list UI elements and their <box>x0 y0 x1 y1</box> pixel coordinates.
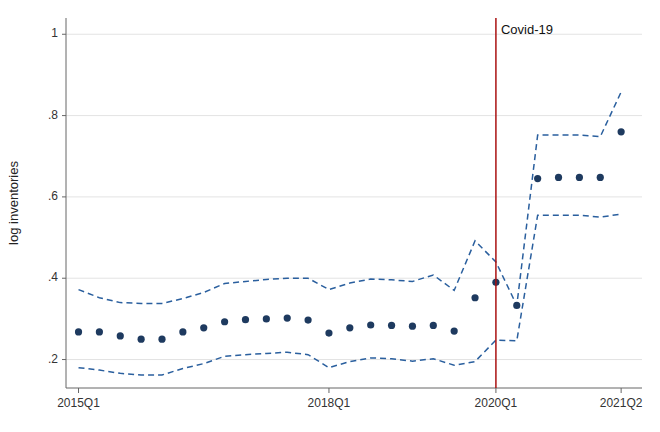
y-axis-line <box>66 18 67 388</box>
y-tick-label: .4 <box>48 270 58 284</box>
y-tick <box>62 196 66 197</box>
x-tick-label: 2020Q1 <box>475 396 518 410</box>
scatter-point <box>138 336 145 343</box>
grid-line <box>66 34 642 35</box>
scatter-point <box>221 318 228 325</box>
scatter-point <box>263 315 270 322</box>
scatter-point <box>200 324 207 331</box>
grid-line <box>66 359 642 360</box>
scatter-point <box>242 316 249 323</box>
y-tick-label: .8 <box>48 108 58 122</box>
x-axis-line <box>66 388 642 389</box>
scatter-point <box>388 322 395 329</box>
y-grid <box>66 34 642 359</box>
scatter-point <box>513 302 520 309</box>
scatter-point <box>75 328 82 335</box>
y-tick <box>62 278 66 279</box>
scatter-point <box>576 174 583 181</box>
scatter-point <box>597 174 604 181</box>
x-tick-label: 2015Q1 <box>57 396 100 410</box>
scatter-point <box>618 128 625 135</box>
scatter-point <box>117 332 124 339</box>
x-tick <box>78 388 79 393</box>
y-tick-label: .2 <box>48 352 58 366</box>
series-line <box>79 92 622 305</box>
y-tick-label: 1 <box>51 26 58 40</box>
axes: .2 .4 .6 .8 1 2015Q1 2018Q1 2020Q1 2021Q2 <box>48 18 643 410</box>
scatter-point <box>179 328 186 335</box>
scatter-point <box>158 336 165 343</box>
scatter-point <box>325 330 332 337</box>
grid-line <box>66 196 642 197</box>
scatter-point <box>346 324 353 331</box>
annotation-line <box>495 18 497 388</box>
annotation-label: Covid-19 <box>501 22 553 37</box>
x-tick <box>621 388 622 393</box>
plot-data <box>75 92 625 375</box>
x-tick <box>328 388 329 393</box>
scatter-point <box>534 175 541 182</box>
x-tick-label: 2018Q1 <box>308 396 351 410</box>
series-line <box>79 214 622 375</box>
y-tick <box>62 115 66 116</box>
scatter-point <box>367 321 374 328</box>
chart: .2 .4 .6 .8 1 2015Q1 2018Q1 2020Q1 2021Q2 log inv… <box>0 0 660 432</box>
y-tick <box>62 359 66 360</box>
scatter-point <box>409 323 416 330</box>
x-tick <box>495 388 496 393</box>
scatter-point <box>471 294 478 301</box>
y-axis-label: log inventories <box>6 161 21 245</box>
grid-line <box>66 278 642 279</box>
scatter-point <box>284 314 291 321</box>
y-tick <box>62 34 66 35</box>
grid-line <box>66 115 642 116</box>
scatter-point <box>96 328 103 335</box>
x-tick-label: 2021Q2 <box>600 396 643 410</box>
scatter-point <box>430 322 437 329</box>
scatter-point <box>304 316 311 323</box>
y-tick-label: .6 <box>48 189 58 203</box>
scatter-point <box>555 174 562 181</box>
scatter-point <box>451 327 458 334</box>
